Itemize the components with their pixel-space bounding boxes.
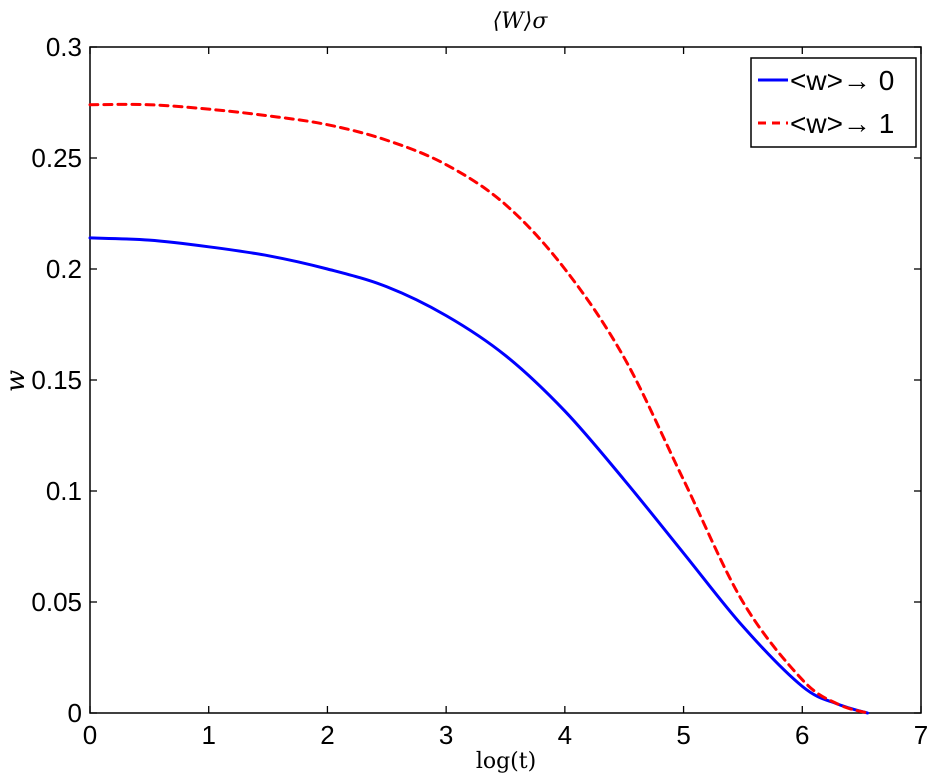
y-tick-label-6: 0.3 xyxy=(46,32,82,62)
x-tick-label-6: 6 xyxy=(795,720,809,750)
series-line-1 xyxy=(88,102,870,715)
ticks-layer: 0 1 2 3 4 5 6 7 0 0.05 0.1 0.15 0.2 0.25 0.3 xyxy=(31,32,928,750)
y-tick-label-0: 0 xyxy=(68,698,82,728)
y-tick-label-2: 0.1 xyxy=(46,476,82,506)
legend-label-series-1: <w>→ 1 xyxy=(790,108,894,139)
y-tick-label-4: 0.2 xyxy=(46,254,82,284)
x-tick-label-4: 4 xyxy=(558,720,572,750)
y-tick-label-3: 0.15 xyxy=(31,365,82,395)
chart-title: ⟨W⟩σ xyxy=(493,9,549,34)
legend-box xyxy=(750,57,917,148)
x-tick-label-0: 0 xyxy=(83,720,97,750)
legend-label-series-0: <w>→ 0 xyxy=(790,65,894,96)
y-axis-label: w xyxy=(1,370,31,392)
x-tick-label-5: 5 xyxy=(676,720,690,750)
y-tick-label-1: 0.05 xyxy=(31,587,82,617)
x-axis-label: log(t) xyxy=(476,749,536,774)
x-tick-label-2: 2 xyxy=(320,720,334,750)
x-tick-label-7: 7 xyxy=(914,720,928,750)
x-tick-label-1: 1 xyxy=(201,720,215,750)
series-line-0 xyxy=(88,236,870,715)
x-tick-label-3: 3 xyxy=(439,720,453,750)
series-layer xyxy=(88,102,870,715)
y-tick-label-5: 0.25 xyxy=(31,143,82,173)
legend: <w>→ 0 <w>→ 1 xyxy=(750,57,917,148)
